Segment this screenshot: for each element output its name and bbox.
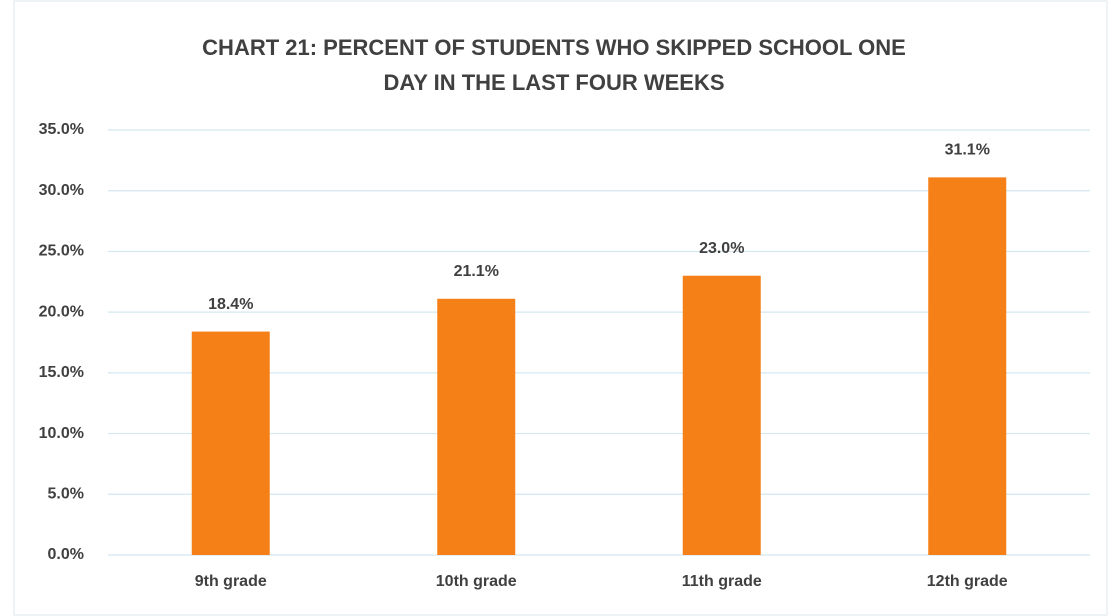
y-tick-label: 15.0%	[39, 364, 84, 381]
y-tick-label: 25.0%	[39, 243, 84, 260]
y-tick-label: 20.0%	[39, 303, 84, 320]
y-tick-label: 10.0%	[39, 425, 84, 442]
chart-border	[13, 0, 1108, 616]
data-label: 23.0%	[699, 240, 744, 257]
x-tick-label: 10th grade	[436, 573, 517, 590]
y-tick-label: 5.0%	[48, 486, 84, 503]
bar	[191, 331, 270, 555]
y-tick-label: 35.0%	[39, 121, 84, 138]
x-tick-label: 11th grade	[682, 573, 762, 590]
x-tick-label: 12th grade	[927, 573, 1008, 590]
data-label: 21.1%	[454, 263, 499, 280]
data-label: 31.1%	[945, 142, 990, 159]
bar	[682, 275, 761, 555]
x-tick-label: 9th grade	[195, 573, 267, 590]
bar	[437, 298, 516, 555]
chart-title: CHART 21: PERCENT OF STUDENTS WHO SKIPPE…	[202, 35, 906, 95]
bar	[928, 177, 1007, 555]
y-tick-label: 30.0%	[39, 182, 84, 199]
data-label: 18.4%	[208, 296, 253, 313]
y-tick-label: 0.0%	[48, 546, 84, 563]
